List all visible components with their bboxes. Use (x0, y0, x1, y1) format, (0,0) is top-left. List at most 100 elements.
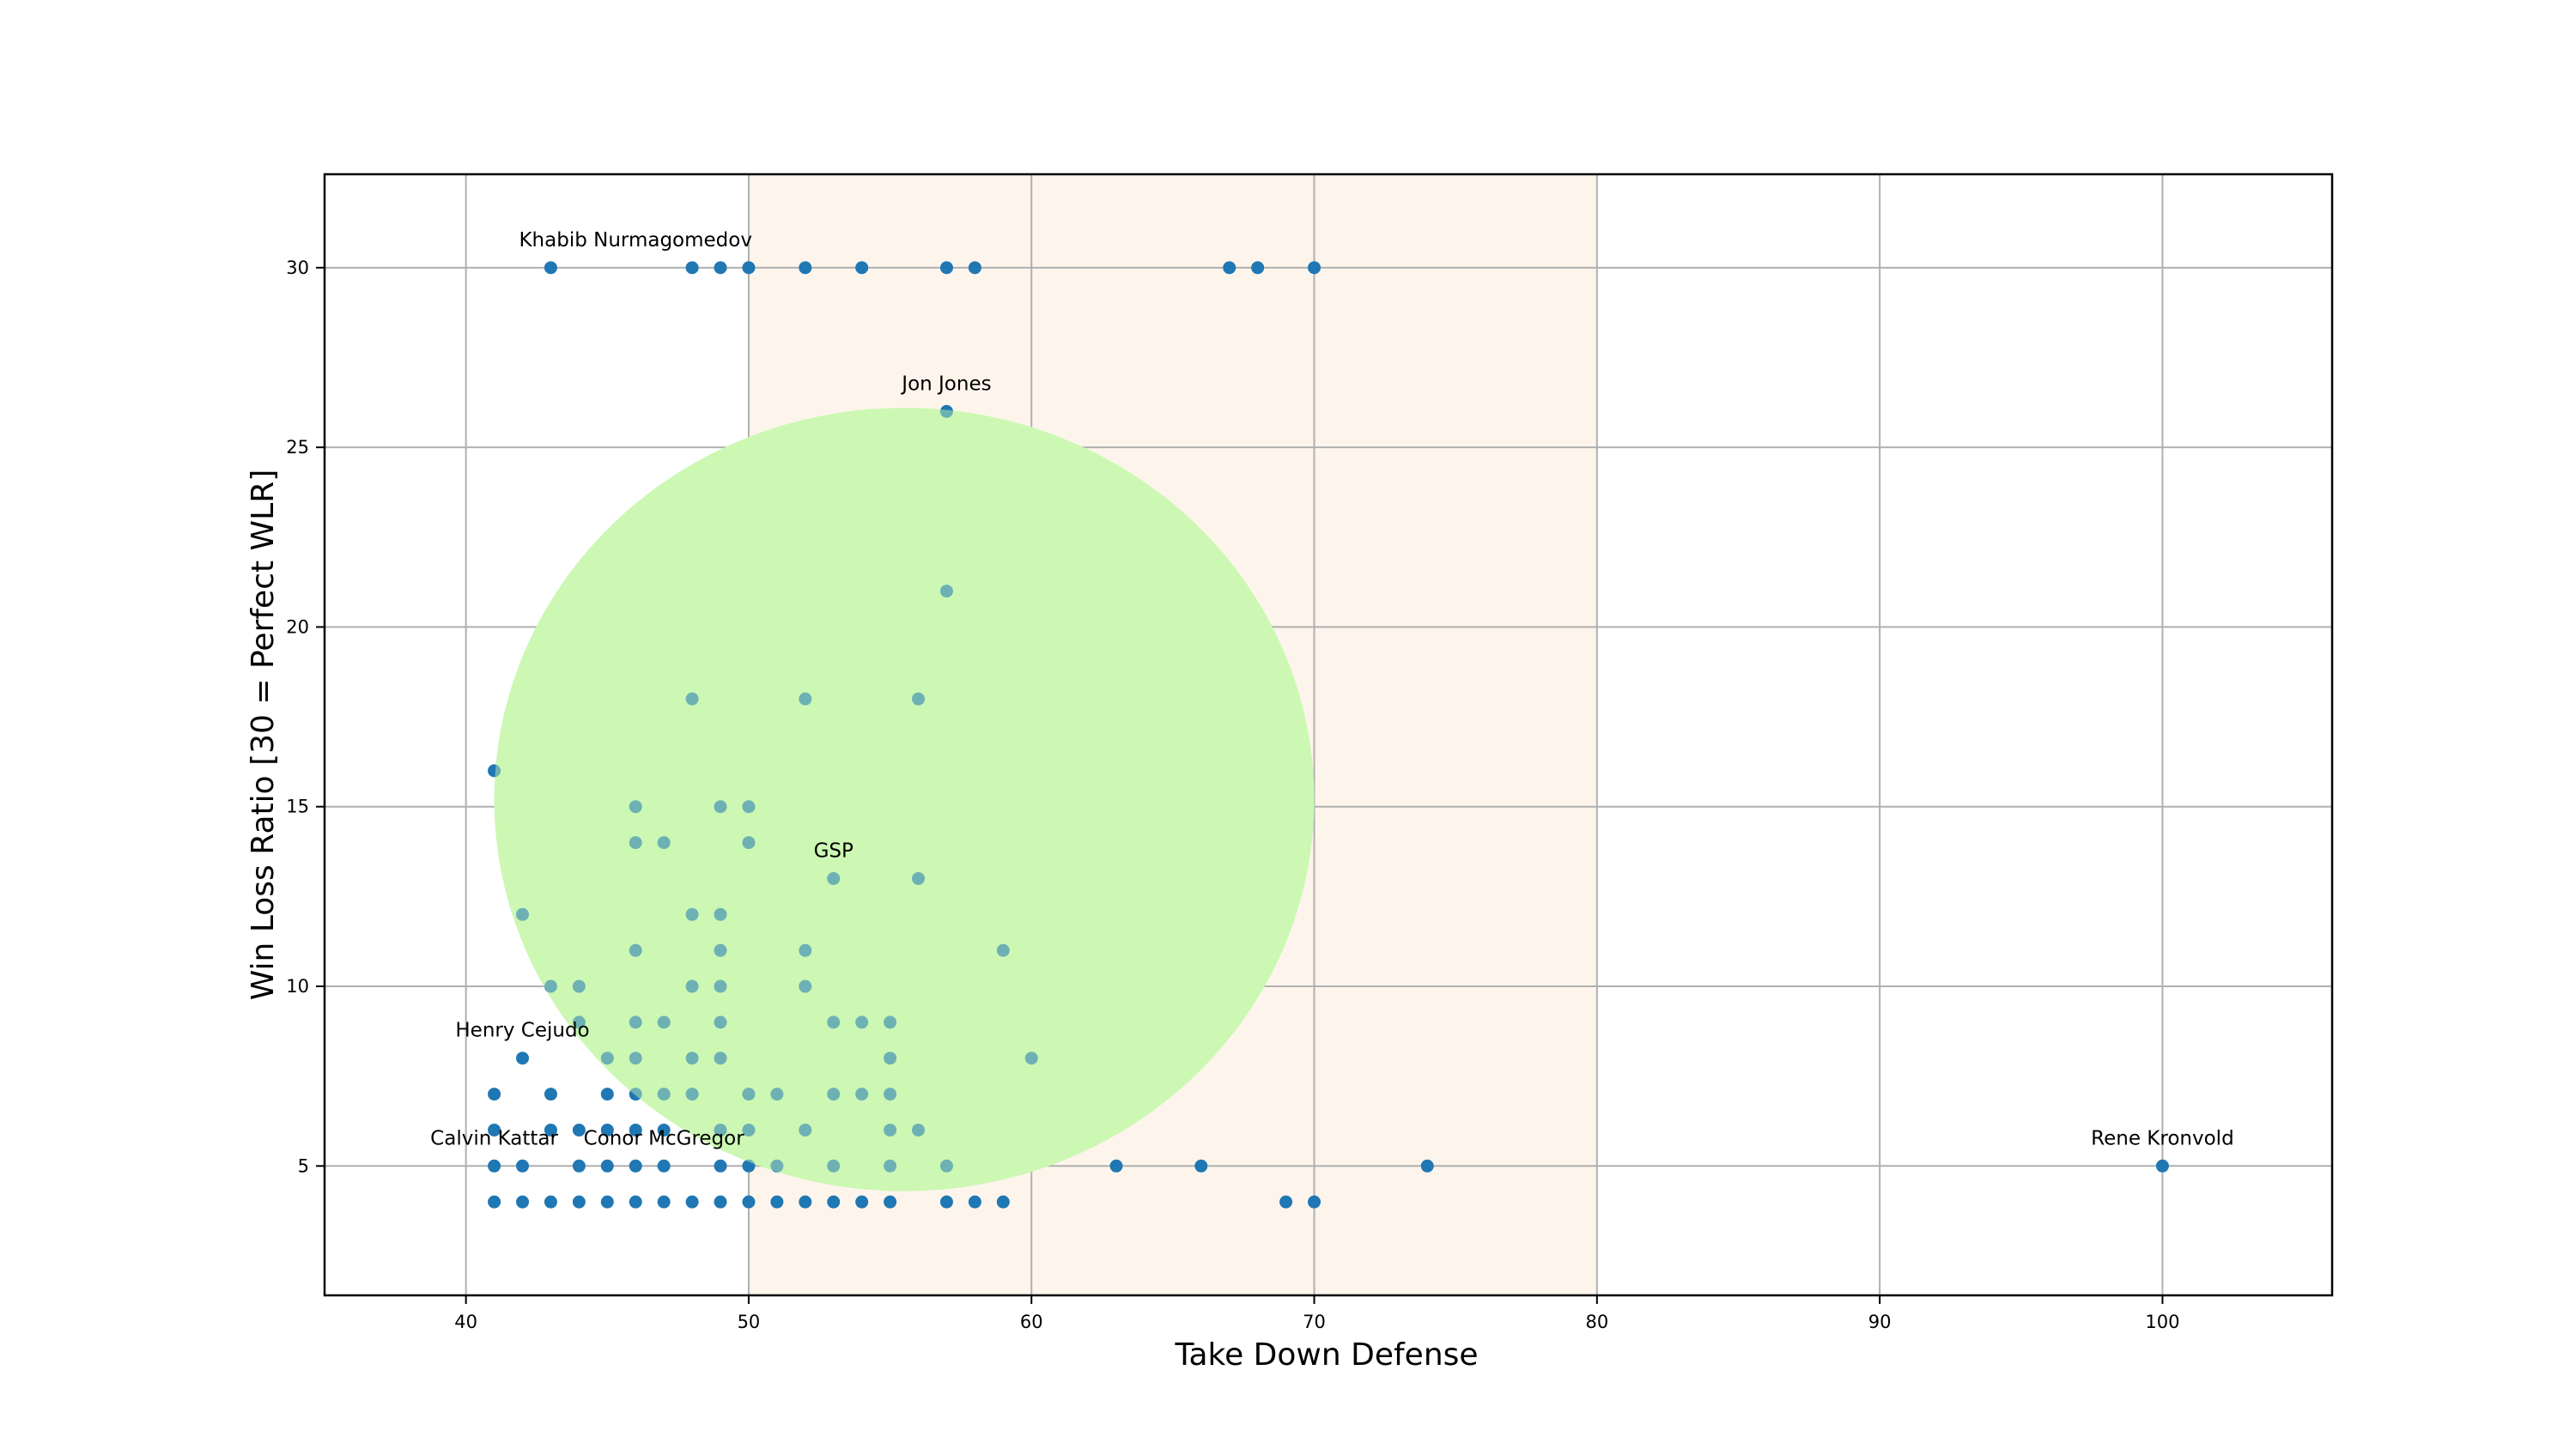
data-point (1223, 261, 1236, 275)
data-point (657, 1159, 671, 1173)
data-point (572, 979, 586, 993)
y-tick-label: 30 (286, 258, 309, 278)
point-annotation: Henry Cejudo (455, 1020, 589, 1042)
data-point (629, 1088, 642, 1101)
annotations: Khabib Nurmagomedov Jon Jones GSP Henry Cej… (430, 229, 2233, 1149)
data-point (884, 1159, 897, 1173)
data-point (714, 1159, 727, 1173)
data-point (827, 1016, 841, 1029)
y-tick-label: 25 (286, 437, 309, 458)
data-point (629, 1016, 642, 1029)
data-point (884, 1088, 897, 1101)
data-point (685, 692, 699, 706)
data-point (939, 404, 953, 418)
data-point (714, 907, 727, 921)
x-tick-label: 80 (1585, 1312, 1608, 1332)
highlight-circle-layer (494, 408, 1315, 1191)
data-point (516, 1159, 530, 1173)
plot-frame (323, 173, 2334, 1297)
data-point (939, 585, 953, 598)
data-point (600, 1052, 614, 1065)
data-point (1194, 1159, 1208, 1173)
data-point (488, 764, 501, 778)
data-point (968, 1195, 981, 1209)
data-point (827, 871, 841, 885)
data-point (884, 1052, 897, 1065)
data-point (912, 692, 926, 706)
data-point (770, 1088, 784, 1101)
data-point (488, 1195, 501, 1209)
data-point (516, 1195, 530, 1209)
data-point (884, 1195, 897, 1209)
x-tick-label: 100 (2145, 1312, 2179, 1332)
data-point (544, 1123, 557, 1137)
y-tick-label: 10 (286, 976, 309, 997)
data-point (685, 1195, 699, 1209)
data-point (1024, 1052, 1038, 1065)
y-tick-label: 15 (286, 797, 309, 817)
point-annotation: Jon Jones (900, 373, 991, 395)
data-point (629, 943, 642, 957)
point-annotation: GSP (814, 840, 854, 862)
point-annotation: Calvin Kattar (430, 1127, 558, 1149)
data-point (516, 1052, 530, 1065)
data-point (544, 1195, 557, 1209)
data-point (600, 1123, 614, 1137)
data-point (996, 1195, 1010, 1209)
data-point (600, 1088, 614, 1101)
data-point (799, 261, 812, 275)
data-point (488, 1159, 501, 1173)
y-axis-label: Win Loss Ratio [30 = Perfect WLR] (246, 470, 281, 1001)
data-point (572, 1016, 586, 1029)
x-tick-label: 50 (738, 1312, 761, 1332)
data-point (572, 1195, 586, 1209)
circle-overlay-layer (494, 408, 1315, 1191)
data-point (657, 1195, 671, 1209)
data-point (685, 907, 699, 921)
data-point (855, 1088, 869, 1101)
data-point (714, 1052, 727, 1065)
point-annotation: Rene Kronvold (2091, 1127, 2234, 1149)
data-point (657, 1123, 671, 1137)
data-point (770, 1159, 784, 1173)
data-point (939, 1195, 953, 1209)
data-point (2155, 1159, 2169, 1173)
data-point (629, 800, 642, 814)
data-point (600, 1195, 614, 1209)
data-point (714, 800, 727, 814)
data-point (488, 1123, 501, 1137)
data-point (742, 800, 756, 814)
data-point (488, 1088, 501, 1101)
data-point (742, 1088, 756, 1101)
data-point (544, 1088, 557, 1101)
highlight-circle (494, 408, 1315, 1191)
data-point (884, 1016, 897, 1029)
data-point (827, 1195, 841, 1209)
data-point (657, 836, 671, 850)
data-point (629, 1052, 642, 1065)
data-point (1308, 1195, 1321, 1209)
data-point (714, 1195, 727, 1209)
data-point (657, 1088, 671, 1101)
data-point (996, 943, 1010, 957)
data-point (657, 1016, 671, 1029)
data-point (855, 1016, 869, 1029)
data-point (629, 1195, 642, 1209)
data-point (714, 1016, 727, 1029)
x-tick-label: 90 (1868, 1312, 1892, 1332)
data-point (799, 692, 812, 706)
data-point (544, 979, 557, 993)
data-point (685, 1088, 699, 1101)
x-tick-label: 70 (1303, 1312, 1326, 1332)
data-point (714, 261, 727, 275)
data-point (1109, 1159, 1123, 1173)
data-point (742, 261, 756, 275)
x-axis-label: Take Down Defense (1174, 1337, 1478, 1373)
y-tick-label: 20 (286, 616, 309, 637)
data-point (884, 1123, 897, 1137)
data-point (770, 1195, 784, 1209)
data-point (600, 1159, 614, 1173)
x-tick-label: 40 (454, 1312, 477, 1332)
data-point (742, 1159, 756, 1173)
highlight-circle-overlay (494, 408, 1315, 1191)
